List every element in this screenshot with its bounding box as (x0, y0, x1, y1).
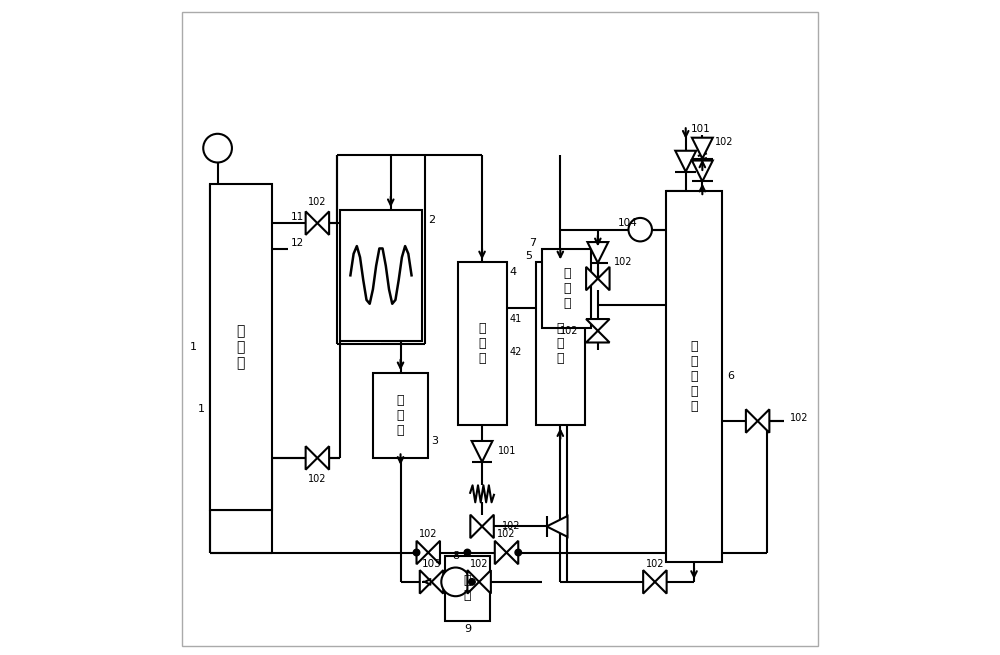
Text: 收
集
箱: 收 集 箱 (563, 267, 571, 310)
Text: 102: 102 (646, 559, 664, 569)
FancyBboxPatch shape (373, 373, 428, 458)
Text: 103: 103 (422, 559, 441, 569)
Circle shape (441, 567, 470, 596)
Text: 12: 12 (291, 238, 305, 248)
Polygon shape (317, 446, 329, 470)
FancyBboxPatch shape (458, 262, 507, 425)
FancyBboxPatch shape (210, 184, 272, 510)
Circle shape (628, 218, 652, 242)
Text: 4: 4 (510, 267, 517, 277)
Polygon shape (495, 541, 507, 564)
Polygon shape (467, 570, 479, 593)
Polygon shape (306, 212, 317, 235)
Text: 102: 102 (470, 559, 488, 569)
Circle shape (413, 550, 420, 556)
Text: 102: 102 (502, 521, 520, 531)
Text: 3: 3 (432, 436, 439, 446)
Polygon shape (746, 409, 758, 433)
Text: 8: 8 (452, 551, 459, 561)
Text: 102: 102 (308, 197, 327, 207)
Polygon shape (587, 242, 608, 263)
Polygon shape (643, 570, 655, 593)
FancyBboxPatch shape (445, 556, 490, 621)
Polygon shape (417, 541, 428, 564)
Text: 高
压
釜: 高 压 釜 (237, 324, 245, 370)
Text: 1: 1 (198, 404, 205, 415)
Polygon shape (472, 441, 492, 462)
Text: 42: 42 (510, 347, 522, 357)
Text: 预
热
器: 预 热 器 (397, 394, 404, 437)
Polygon shape (586, 331, 610, 343)
Text: 102: 102 (790, 413, 809, 422)
Polygon shape (317, 212, 329, 235)
Text: 102: 102 (497, 529, 516, 539)
Text: 102: 102 (419, 529, 438, 539)
Circle shape (469, 578, 475, 585)
Text: 104: 104 (617, 218, 637, 228)
Polygon shape (547, 516, 568, 537)
Text: 9: 9 (464, 624, 471, 634)
Text: 102: 102 (308, 474, 327, 484)
Text: 过
滤
器: 过 滤 器 (557, 322, 564, 365)
Polygon shape (420, 570, 432, 593)
Polygon shape (655, 570, 667, 593)
Polygon shape (470, 515, 482, 538)
Polygon shape (586, 267, 598, 290)
Polygon shape (598, 267, 610, 290)
FancyBboxPatch shape (542, 250, 591, 328)
Polygon shape (428, 541, 440, 564)
Circle shape (464, 550, 471, 556)
Text: 102: 102 (560, 326, 578, 336)
Text: 6: 6 (727, 371, 734, 381)
Text: 102: 102 (614, 257, 633, 267)
Text: 102: 102 (715, 137, 734, 147)
Polygon shape (306, 446, 317, 470)
Text: 101: 101 (691, 124, 711, 134)
Polygon shape (692, 138, 713, 159)
Polygon shape (432, 570, 443, 593)
Circle shape (515, 550, 522, 556)
Polygon shape (507, 541, 518, 564)
Polygon shape (482, 515, 494, 538)
Polygon shape (675, 151, 696, 172)
Text: 101: 101 (498, 447, 517, 457)
FancyBboxPatch shape (536, 262, 585, 425)
FancyBboxPatch shape (666, 191, 722, 562)
FancyBboxPatch shape (340, 210, 422, 341)
Polygon shape (586, 319, 610, 331)
Text: 2: 2 (428, 215, 435, 225)
Polygon shape (479, 570, 491, 593)
Text: 11: 11 (291, 212, 305, 221)
Polygon shape (758, 409, 769, 433)
Text: 稳
压
缓
冲
器: 稳 压 缓 冲 器 (690, 340, 698, 413)
Text: 气
瓶: 气 瓶 (464, 574, 471, 603)
Text: 冷
却
器: 冷 却 器 (478, 322, 486, 365)
Text: 7: 7 (529, 238, 536, 248)
Text: 41: 41 (510, 314, 522, 324)
Circle shape (203, 134, 232, 162)
Text: 5: 5 (526, 251, 533, 261)
Polygon shape (692, 160, 713, 181)
Text: 1: 1 (190, 342, 197, 352)
